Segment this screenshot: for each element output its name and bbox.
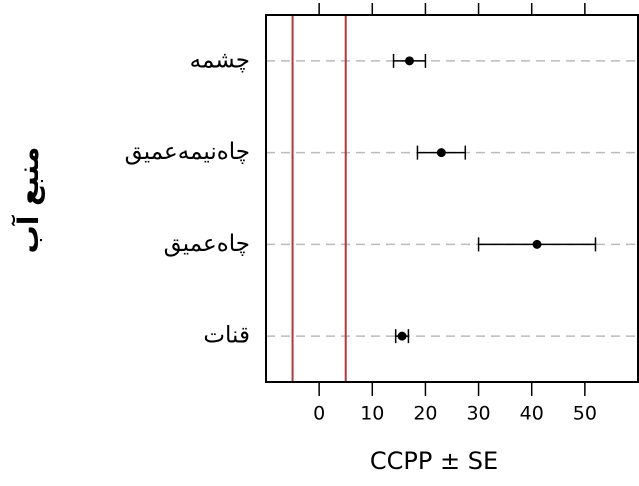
point xyxy=(532,239,542,249)
x-tick-label: 50 xyxy=(573,403,597,425)
x-tick-label: 20 xyxy=(413,403,437,425)
plot-frame xyxy=(265,14,639,383)
y-tick-label: قنات xyxy=(203,323,250,349)
y-tick-label: چشمه xyxy=(190,47,250,73)
y-tick-label: چاه‌عمیق xyxy=(164,231,250,257)
x-tick-label: 30 xyxy=(466,403,490,425)
y-axis-label: منبع آب xyxy=(11,147,45,254)
point xyxy=(397,331,407,341)
x-tick-label: 0 xyxy=(313,403,325,425)
x-axis-label: CCPP ± SE xyxy=(370,447,498,475)
x-tick-label: 40 xyxy=(520,403,544,425)
point xyxy=(404,56,414,66)
point xyxy=(436,148,446,158)
y-tick-label: چاه‌نیمه‌عمیق xyxy=(125,139,250,165)
x-tick-label: 10 xyxy=(360,403,384,425)
